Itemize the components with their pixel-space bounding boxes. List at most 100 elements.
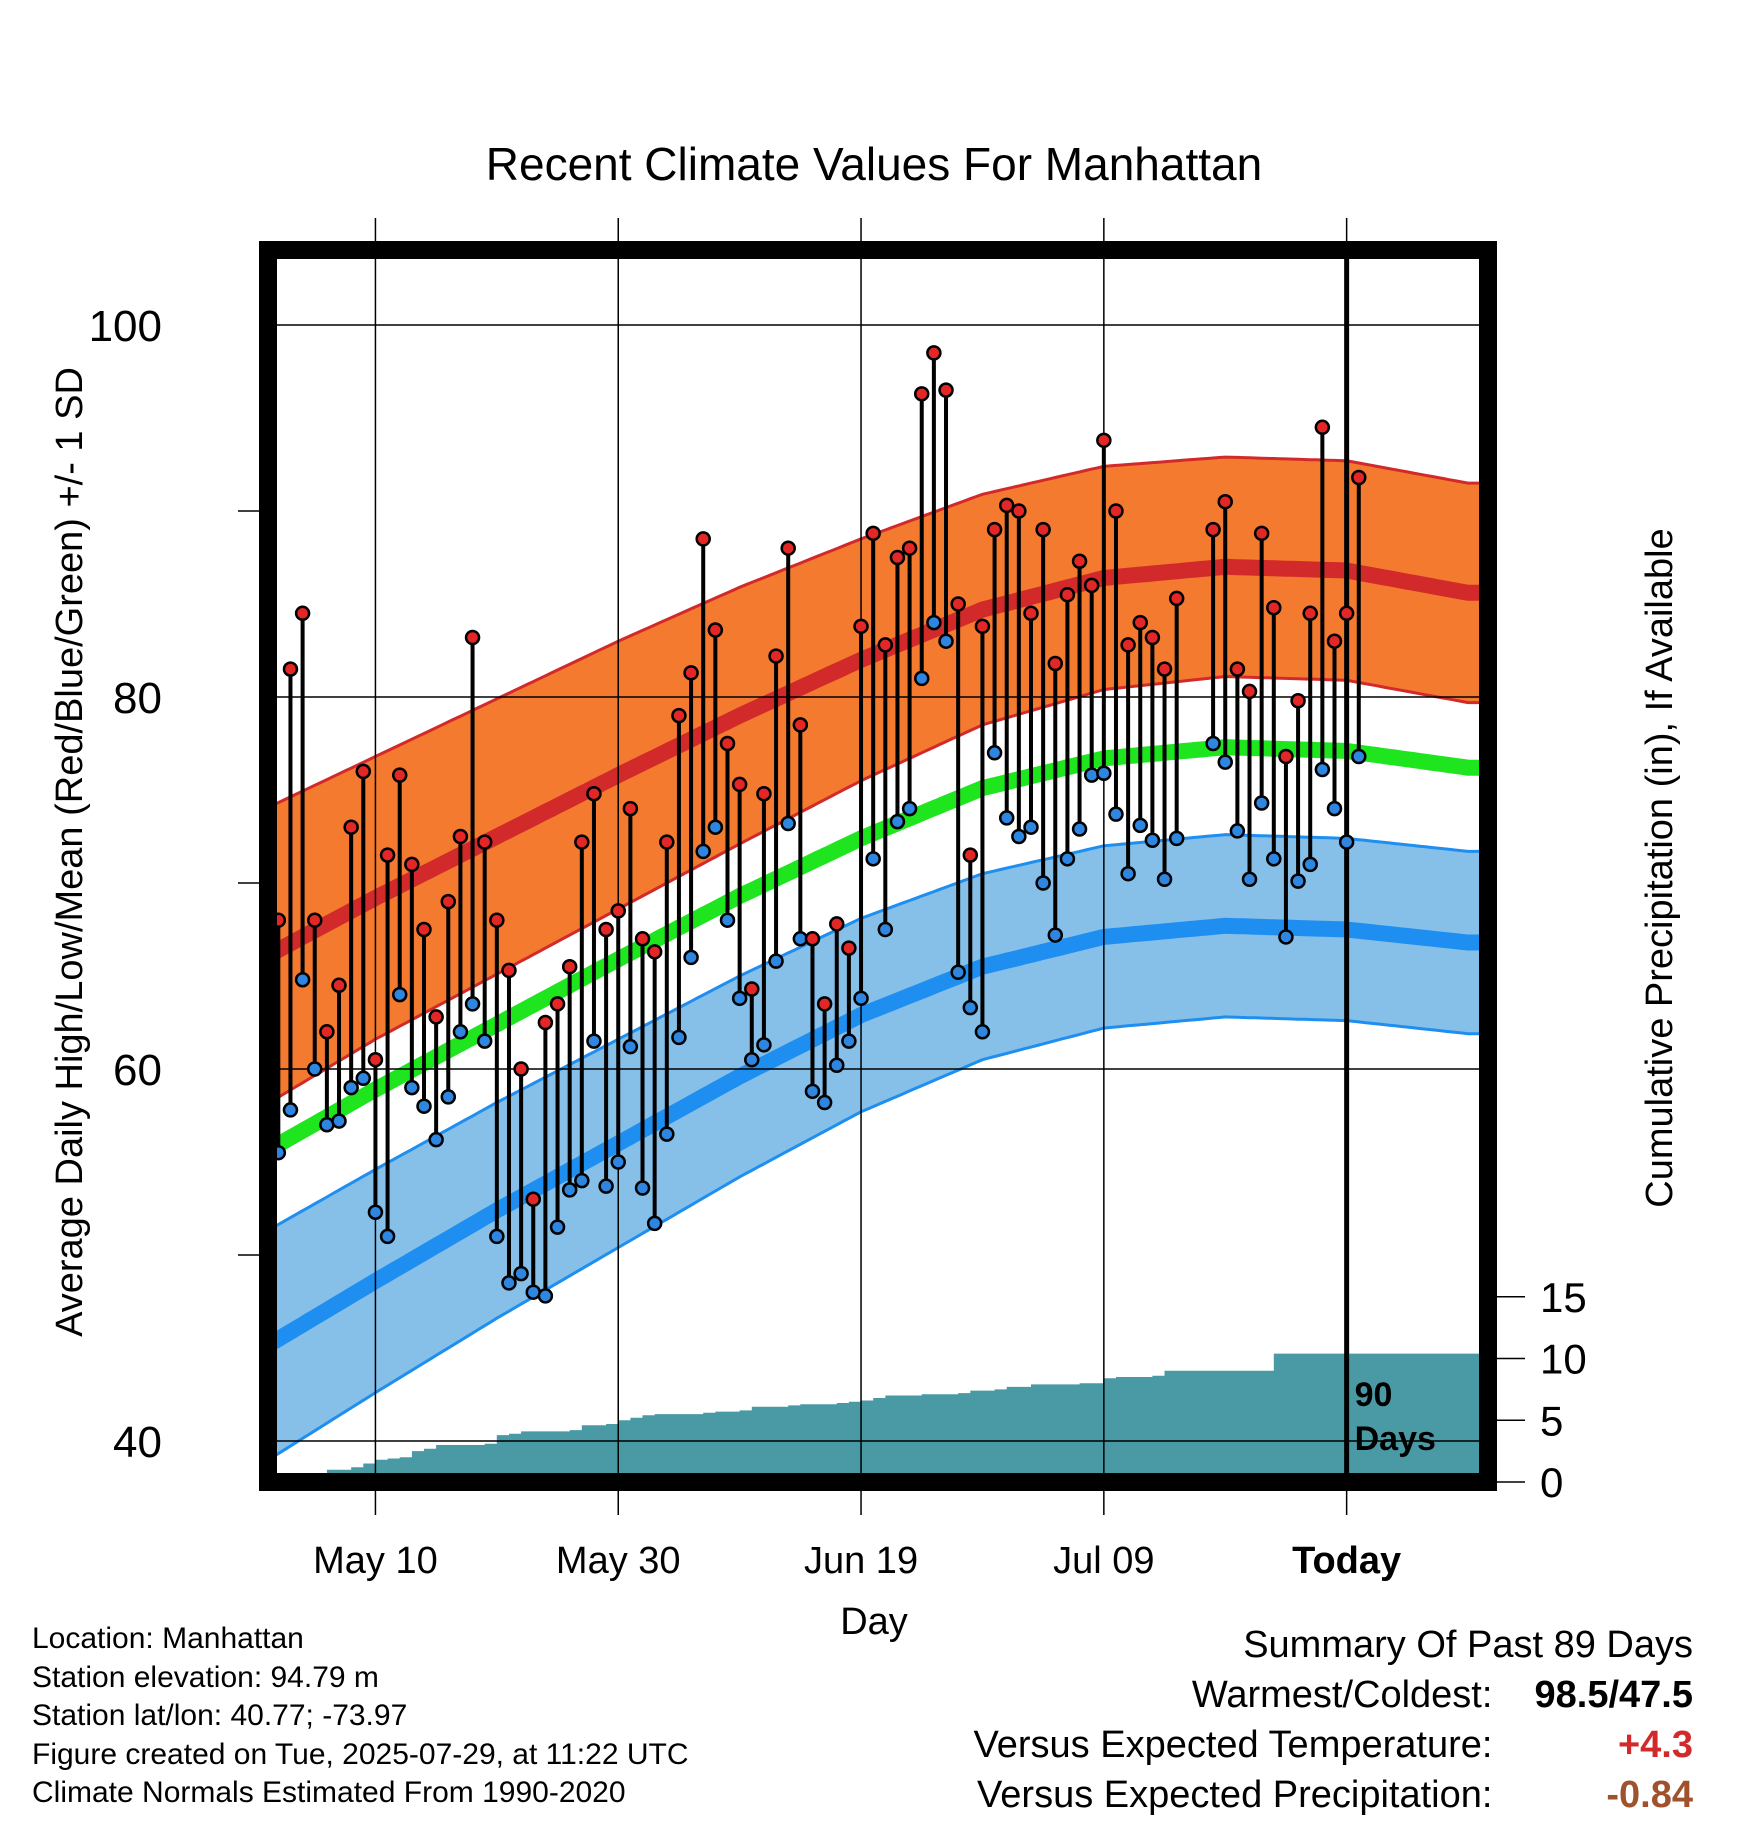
daily-low-point [804, 1083, 821, 1100]
daily-high-point [768, 648, 784, 664]
daily-high-point [561, 958, 578, 975]
daily-low-point [634, 1180, 651, 1196]
daily-low-point [549, 1219, 566, 1235]
daily-high-point [889, 549, 906, 566]
daily-high-point [877, 637, 894, 653]
daily-low-point [865, 851, 881, 867]
daily-low-point [1108, 806, 1124, 822]
daily-high-point [901, 540, 918, 556]
daily-low-point [1278, 929, 1294, 945]
x-tick-label: Jun 19 [804, 1540, 918, 1582]
daily-low-point [1168, 830, 1185, 847]
daily-low-point [1314, 761, 1331, 778]
daily-high-point [343, 819, 359, 835]
daily-high-point [1108, 503, 1124, 519]
daily-high-point [707, 622, 724, 638]
x-tick-label: May 30 [556, 1540, 681, 1582]
daily-low-point [707, 819, 724, 835]
daily-high-point [659, 834, 675, 850]
daily-low-point [355, 1070, 372, 1087]
daily-high-point [744, 981, 760, 997]
daily-low-point [659, 1126, 675, 1142]
daily-high-point [1278, 748, 1294, 765]
daily-high-point [610, 903, 626, 919]
daily-low-point [1011, 828, 1027, 845]
daily-high-point [719, 735, 736, 752]
daily-high-point [489, 912, 505, 928]
daily-low-point [901, 800, 918, 817]
high-band-lower-edge [268, 674, 1481, 1106]
daily-low-point [574, 1172, 590, 1189]
daily-high-point [756, 785, 772, 802]
daily-low-point [622, 1038, 639, 1055]
normal-low-line [268, 917, 1481, 1355]
daily-high-point [574, 834, 590, 850]
warmest-label: Warmest/Coldest: [1191, 1674, 1493, 1716]
daily-low-point [1266, 851, 1282, 867]
daily-high-point [1096, 432, 1112, 449]
daily-high-point [1338, 605, 1355, 622]
x-axis-label: Day [840, 1601, 908, 1643]
daily-low-point [1059, 851, 1076, 867]
daily-high-point [464, 629, 481, 646]
daily-high-point [367, 1051, 384, 1068]
precip-label: Versus Expected Precipitation: [977, 1774, 1493, 1816]
daily-low-point [428, 1131, 444, 1148]
daily-high-point [501, 962, 517, 979]
daily-high-point [998, 497, 1015, 514]
x-tick-label: Today [1292, 1540, 1401, 1582]
daily-low-point [586, 1033, 602, 1049]
daily-low-point [1217, 754, 1233, 770]
daily-high-point [926, 345, 942, 361]
low-sd-band [268, 834, 1481, 1461]
daily-low-point [683, 949, 699, 966]
daily-high-point [731, 776, 748, 793]
daily-high-point [537, 1014, 554, 1031]
x-tick-label: Jul 09 [1053, 1540, 1154, 1582]
daily-low-point [1096, 765, 1112, 782]
daily-low-point [1205, 735, 1221, 752]
daily-high-point [986, 521, 1003, 538]
low-band-lower-edge [268, 1015, 1481, 1462]
daily-high-point [1290, 692, 1306, 709]
daily-high-point [780, 540, 796, 556]
normals-text: Climate Normals Estimated From 1990-2020 [32, 1776, 626, 1809]
y-tick-label: 100 [89, 302, 162, 351]
daily-low-point [913, 670, 930, 687]
daily-low-point [537, 1288, 554, 1304]
daily-low-point [1326, 800, 1343, 817]
daily-high-point [440, 893, 457, 910]
daily-high-point [829, 916, 845, 932]
warmest-value: 98.5/47.5 [1534, 1674, 1693, 1716]
daily-low-point [1351, 748, 1367, 765]
daily-high-point [1168, 590, 1185, 607]
location-text: Location: Manhattan [32, 1622, 304, 1655]
daily-low-point [379, 1228, 396, 1245]
daily-high-point [792, 717, 809, 733]
daily-high-point [1266, 599, 1282, 616]
x-tick-label: May 10 [313, 1540, 438, 1582]
daily-high-point [865, 525, 881, 542]
precip-value: -0.84 [1606, 1774, 1693, 1816]
daily-high-point [804, 931, 821, 947]
daily-low-point [501, 1275, 517, 1291]
daily-low-point [1035, 875, 1051, 891]
daily-low-point [306, 1061, 323, 1077]
daily-low-point [404, 1079, 420, 1096]
daily-high-point [1047, 655, 1064, 672]
normal-high-line [268, 558, 1481, 965]
daily-low-point [464, 996, 481, 1012]
y-tick-label: 40 [113, 1418, 162, 1467]
daily-low-point [1144, 832, 1161, 848]
daily-high-point [950, 596, 966, 612]
daily-low-point [1156, 871, 1173, 888]
daily-low-point [853, 990, 869, 1007]
daily-low-point [367, 1204, 384, 1220]
daily-high-point [379, 847, 396, 863]
daily-high-point [1314, 419, 1331, 436]
daily-high-point [646, 944, 663, 960]
y-axis-label: Average Daily High/Low/Mean (Red/Blue/Gr… [49, 367, 91, 1337]
elevation-text: Station elevation: 94.79 m [32, 1660, 379, 1694]
daily-low-point [391, 986, 408, 1003]
